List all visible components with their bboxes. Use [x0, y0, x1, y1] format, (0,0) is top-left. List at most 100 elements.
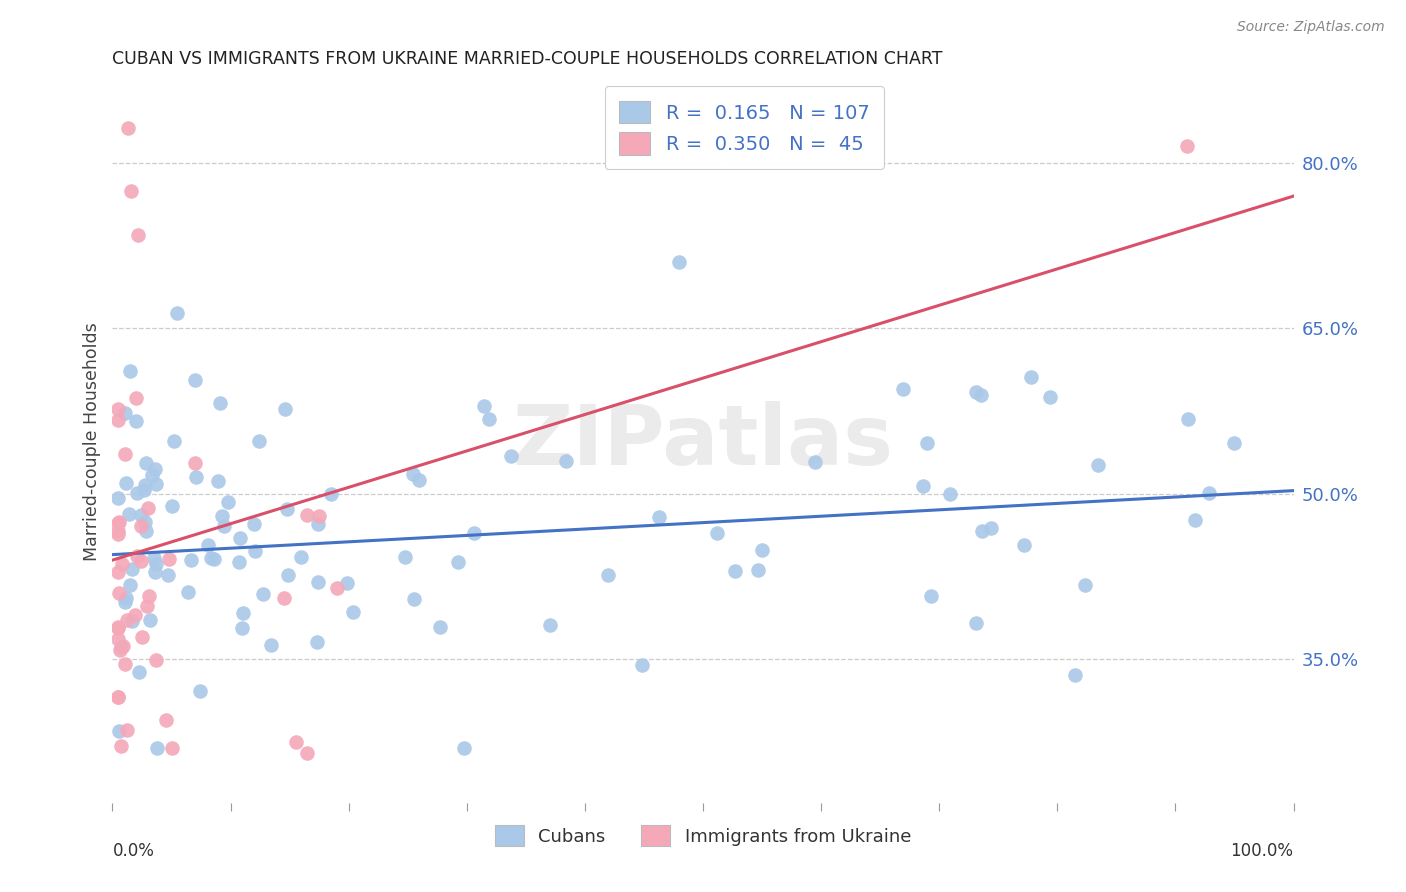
- Point: [472, 399, 495, 413]
- Point: [117, 120, 139, 135]
- Point: [129, 518, 152, 533]
- Point: [134, 515, 156, 529]
- Point: [145, 477, 167, 491]
- Point: [108, 515, 131, 529]
- Point: [273, 591, 295, 606]
- Point: [146, 740, 169, 755]
- Point: [107, 632, 129, 647]
- Point: [107, 690, 129, 705]
- Point: [276, 502, 298, 516]
- Point: [453, 740, 475, 755]
- Point: [214, 519, 236, 533]
- Point: [402, 591, 425, 606]
- Point: [120, 364, 142, 378]
- Point: [648, 510, 671, 524]
- Point: [118, 577, 141, 591]
- Point: [326, 581, 349, 595]
- Point: [132, 483, 155, 498]
- Point: [938, 487, 960, 501]
- Point: [1087, 458, 1109, 473]
- Point: [114, 595, 136, 609]
- Point: [297, 746, 319, 760]
- Point: [308, 508, 330, 523]
- Point: [184, 470, 207, 484]
- Point: [447, 555, 470, 569]
- Point: [211, 509, 233, 524]
- Point: [134, 456, 156, 470]
- Point: [121, 562, 143, 576]
- Point: [402, 467, 425, 482]
- Point: [160, 740, 183, 755]
- Point: [107, 401, 129, 416]
- Point: [134, 477, 156, 491]
- Point: [108, 724, 131, 739]
- Point: [139, 613, 162, 627]
- Point: [114, 406, 136, 420]
- Point: [920, 589, 942, 603]
- Point: [107, 413, 129, 427]
- Point: [145, 653, 167, 667]
- Point: [804, 455, 827, 469]
- Point: [478, 411, 501, 425]
- Point: [183, 373, 205, 387]
- Point: [555, 454, 578, 468]
- Point: [252, 587, 274, 601]
- Point: [111, 557, 134, 571]
- Point: [107, 524, 129, 539]
- Point: [231, 621, 253, 635]
- Point: [138, 589, 160, 603]
- Point: [107, 516, 129, 530]
- Point: [965, 384, 987, 399]
- Point: [115, 475, 138, 490]
- Point: [394, 550, 416, 565]
- Point: [110, 739, 132, 754]
- Text: Source: ZipAtlas.com: Source: ZipAtlas.com: [1237, 20, 1385, 34]
- Point: [143, 551, 166, 566]
- Point: [118, 507, 141, 521]
- Point: [127, 227, 149, 242]
- Point: [107, 690, 129, 704]
- Point: [965, 615, 987, 630]
- Point: [1177, 411, 1199, 425]
- Point: [121, 614, 143, 628]
- Point: [143, 461, 166, 475]
- Point: [115, 613, 138, 627]
- Point: [499, 450, 522, 464]
- Point: [307, 517, 329, 532]
- Point: [127, 549, 149, 564]
- Point: [131, 630, 153, 644]
- Point: [724, 564, 747, 578]
- Legend: Cubans, Immigrants from Ukraine: Cubans, Immigrants from Ukraine: [485, 816, 921, 855]
- Point: [408, 473, 430, 487]
- Point: [1198, 485, 1220, 500]
- Point: [247, 434, 270, 448]
- Point: [747, 563, 769, 577]
- Point: [706, 526, 728, 541]
- Point: [274, 402, 297, 417]
- Point: [259, 638, 281, 652]
- Point: [135, 524, 157, 538]
- Point: [1184, 513, 1206, 527]
- Point: [1019, 370, 1042, 384]
- Point: [232, 606, 254, 620]
- Point: [277, 568, 299, 582]
- Point: [668, 255, 690, 269]
- Point: [972, 524, 994, 538]
- Point: [342, 606, 364, 620]
- Point: [197, 538, 219, 552]
- Point: [115, 591, 138, 605]
- Point: [321, 487, 343, 501]
- Point: [157, 552, 180, 566]
- Point: [141, 468, 163, 483]
- Point: [115, 723, 138, 737]
- Point: [200, 550, 222, 565]
- Point: [598, 567, 620, 582]
- Point: [136, 501, 159, 516]
- Point: [1064, 668, 1087, 682]
- Point: [1223, 435, 1246, 450]
- Point: [143, 566, 166, 580]
- Point: [129, 554, 152, 568]
- Point: [429, 620, 451, 634]
- Point: [107, 491, 129, 505]
- Point: [135, 599, 157, 613]
